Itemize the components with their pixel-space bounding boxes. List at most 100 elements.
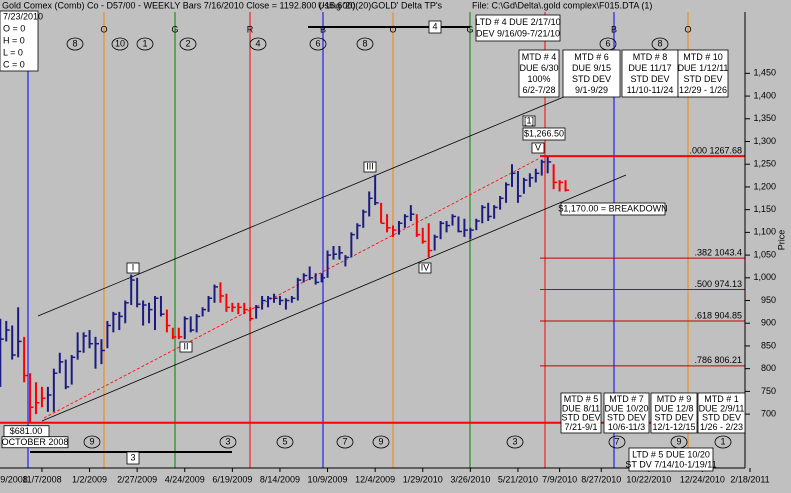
info-line: DEV 9/16/09-7/21/10 (476, 29, 560, 39)
y-tick-label: 1,050 (753, 249, 776, 259)
level-label: .382 1043.4 (694, 247, 742, 257)
x-tick-label: 10/9/2009 (308, 474, 348, 484)
info-line: MTD # 4 (522, 52, 557, 62)
marker-label: 10 (115, 38, 125, 48)
header-using: Using '20(20)GOLD' Delta TP's (318, 0, 443, 10)
info-line: STD DEV (702, 413, 741, 423)
y-tick-label: 1,000 (753, 272, 776, 282)
y-tick-label: 1,350 (753, 113, 776, 123)
info-line: STD DEV (607, 413, 646, 423)
info-line: MTD # 1 (704, 394, 739, 404)
info-line: STD DEV (654, 413, 693, 423)
note-box (522, 127, 566, 141)
marker-circle (136, 37, 154, 51)
info-line: 12/29 - 1/26 (679, 85, 727, 95)
marker-circle (249, 37, 267, 51)
x-tick-label: 8/14/2009 (260, 474, 300, 484)
wave-label: V (535, 142, 541, 152)
info-line: C = 0 (3, 59, 25, 69)
marker-circle (219, 435, 237, 449)
price-note: $1,170.00 = BREAKDOWN (558, 203, 667, 213)
y-tick-label: 950 (761, 295, 776, 305)
x-tick-label: 6/19/2009 (212, 474, 252, 484)
marker-circle (66, 37, 84, 51)
y-tick-label: 850 (761, 340, 776, 350)
header-title: Gold Comex (Comb) Co - D57/00 - WEEKLY B… (2, 0, 355, 10)
x-tick-label: 8/27/2010 (581, 474, 621, 484)
marker-label: 6 (315, 38, 320, 48)
marker-circle (309, 37, 327, 51)
marker-label: 3 (512, 436, 517, 446)
y-tick-label: 1,400 (753, 90, 776, 100)
y-tick-label: 1,300 (753, 136, 776, 146)
info-line: 11/10-11/24 (627, 85, 674, 95)
marker-label: 5 (282, 436, 287, 446)
price-note: $1,266.50 (524, 128, 564, 138)
wave-box (179, 341, 193, 353)
y-tick-label: 1,250 (753, 159, 776, 169)
cycle-label: R (247, 24, 254, 34)
level-label: .786 806.21 (694, 355, 742, 365)
marker-label: 4 (255, 38, 260, 48)
info-line: DUE 2/9/11 (699, 403, 745, 413)
info-box (650, 392, 698, 434)
info-line: MTD # 5 (564, 394, 599, 404)
marker-label: 1 (720, 436, 725, 446)
info-line: 100% (527, 74, 550, 84)
x-tick-label: 10/22/2010 (626, 474, 671, 484)
info-box (475, 14, 561, 42)
y-tick-label: 1,150 (753, 204, 776, 214)
y-tick-label: 1,200 (753, 181, 776, 191)
info-line: STD DEV (683, 74, 722, 84)
marker-circle (179, 37, 197, 51)
channel-lower (41, 174, 627, 422)
marker-circle (506, 435, 524, 449)
info-line: MTD # 9 (657, 394, 692, 404)
x-tick-label: 4/24/2009 (165, 474, 205, 484)
info-line: 9/1-9/29 (575, 85, 608, 95)
info-box (677, 49, 729, 98)
level-label: .618 904.85 (694, 310, 742, 320)
marker-label: 2 (185, 38, 190, 48)
wave-label: II (183, 341, 188, 351)
level-label: .500 974.13 (694, 279, 742, 289)
info-line: MTD # 6 (574, 52, 609, 62)
info-line: MTD # 7 (609, 394, 644, 404)
info-line: LTD # 5 DUE 10/20 (632, 449, 710, 459)
info-line: 12/1-12/15 (652, 422, 695, 432)
info-line: LTD # 4 DUE 2/17/10 (475, 17, 560, 27)
y-tick-label: 1,450 (753, 68, 776, 78)
info-line: DUE 11/17 (628, 63, 671, 73)
marker-circle (83, 435, 101, 449)
note-box (1, 436, 69, 449)
info-line: 7/23/2010 (3, 11, 43, 21)
info-line: 6/2-7/28 (522, 85, 555, 95)
x-tick-label: 12/24/2010 (680, 474, 725, 484)
level-label: .000 1267.68 (689, 146, 742, 156)
x-tick-label: 2/18/2011 (730, 474, 769, 484)
x-tick-label: 3/26/2010 (450, 474, 490, 484)
info-line: DUE 10/20 (604, 403, 648, 413)
x-tick-label: 5/21/2010 (498, 474, 538, 484)
info-line: MTD # 10 (683, 52, 723, 62)
info-box (621, 49, 679, 98)
info-box (518, 49, 560, 98)
x-tick-label: 11/7/2008 (22, 474, 61, 484)
x-tick-label: 1/29/2010 (403, 474, 443, 484)
y-tick-label: 900 (761, 318, 776, 328)
marker-label: 8 (72, 38, 77, 48)
level-note: OCTOBER 2008 (2, 437, 69, 447)
marker-circle (356, 37, 374, 51)
info-line: DUE 6/30 (519, 63, 558, 73)
y-axis-label: Price (776, 230, 786, 251)
marker-label: 3 (225, 436, 230, 446)
info-line: H = 0 (3, 35, 25, 45)
info-line: 10/6-11/3 (608, 422, 645, 432)
channel-upper (37, 85, 591, 317)
x-tick-label: 9/2008 (0, 474, 28, 484)
marker-circle (276, 435, 294, 449)
marker-label: 7 (342, 436, 347, 446)
bracket-box (428, 20, 442, 34)
wave-box (522, 115, 536, 127)
